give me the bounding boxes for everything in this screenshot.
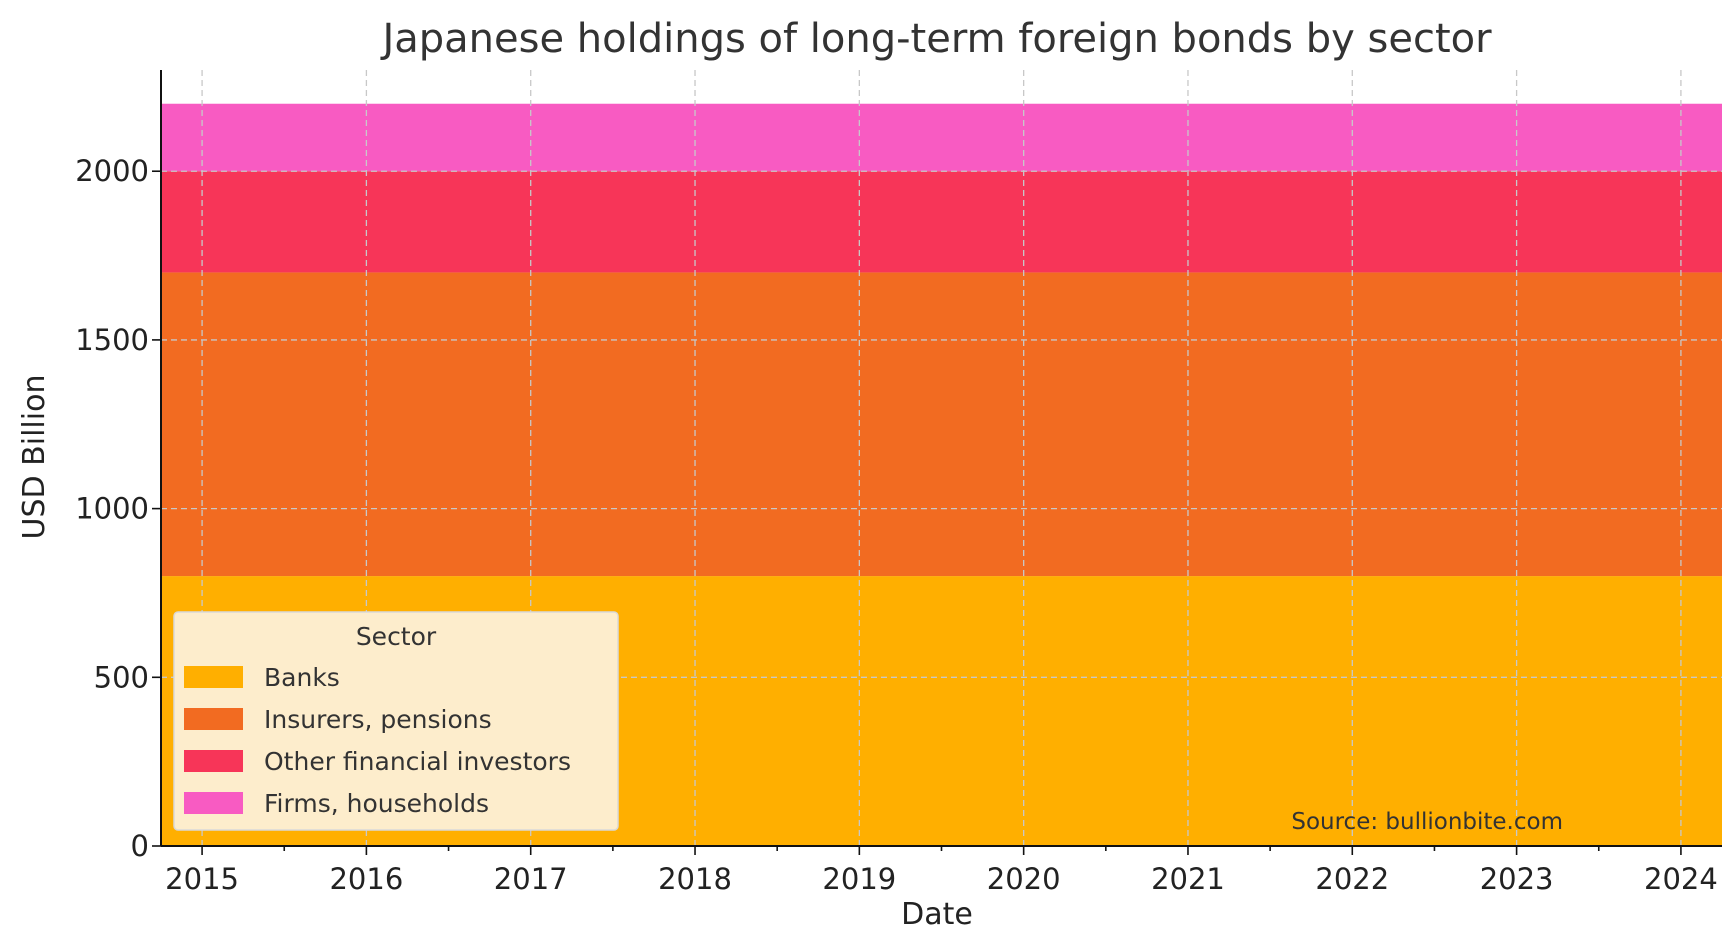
x-axis-label: Date <box>901 897 973 932</box>
x-tick-label: 2015 <box>165 862 239 896</box>
area-3 <box>161 171 1722 273</box>
legend-swatch <box>184 750 243 772</box>
source-annotation: Source: bullionbite.com <box>1291 809 1563 835</box>
legend-label: Insurers, pensions <box>264 705 492 734</box>
x-tick-label: 2017 <box>494 862 568 896</box>
x-tick-label: 2024 <box>1644 862 1718 896</box>
area-4 <box>161 103 1722 172</box>
legend-swatch <box>184 792 243 814</box>
y-axis-ticks: 0 500 1000 1500 2000 <box>75 154 161 863</box>
y-tick-label: 500 <box>94 660 149 694</box>
x-tick-label: 2018 <box>658 862 732 896</box>
area-layers <box>161 103 1722 846</box>
x-tick-label: 2022 <box>1315 862 1389 896</box>
legend-box <box>173 611 619 831</box>
legend-swatch <box>184 666 243 688</box>
legend-items: Banks Insurers, pensions Other financial i… <box>184 663 571 818</box>
legend: Sector Banks Insurers, pensions Other fina… <box>173 611 619 831</box>
area-2 <box>161 272 1722 577</box>
x-tick-label: 2020 <box>987 862 1061 896</box>
legend-label: Banks <box>264 663 340 692</box>
x-tick-label: 2021 <box>1151 862 1225 896</box>
y-tick-label: 0 <box>131 829 149 863</box>
chart-title: Japanese holdings of long-term foreign b… <box>379 16 1492 62</box>
y-tick-label: 1000 <box>75 492 149 526</box>
legend-title: Sector <box>356 622 437 651</box>
legend-label: Other financial investors <box>264 747 571 776</box>
y-tick-label: 1500 <box>75 323 149 357</box>
x-axis-ticks: 2015 2016 2017 2018 2019 2020 2021 2022 2023 2024 <box>165 846 1718 896</box>
legend-swatch <box>184 708 243 730</box>
x-tick-label: 2023 <box>1480 862 1554 896</box>
legend-label: Firms, households <box>264 789 489 818</box>
y-axis-label: USD Billion <box>17 375 52 540</box>
x-tick-label: 2016 <box>329 862 403 896</box>
y-tick-label: 2000 <box>75 154 149 188</box>
x-tick-label: 2019 <box>822 862 896 896</box>
